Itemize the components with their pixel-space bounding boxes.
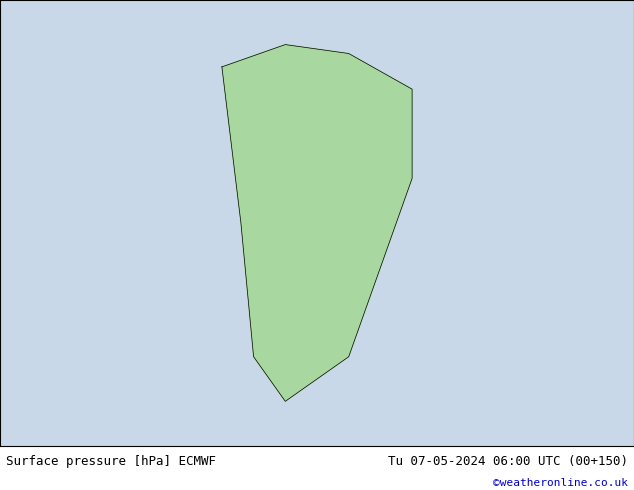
Text: Surface pressure [hPa] ECMWF: Surface pressure [hPa] ECMWF [6,455,216,468]
Polygon shape [222,45,412,401]
Text: ©weatheronline.co.uk: ©weatheronline.co.uk [493,478,628,489]
Text: Tu 07-05-2024 06:00 UTC (00+150): Tu 07-05-2024 06:00 UTC (00+150) [387,455,628,468]
